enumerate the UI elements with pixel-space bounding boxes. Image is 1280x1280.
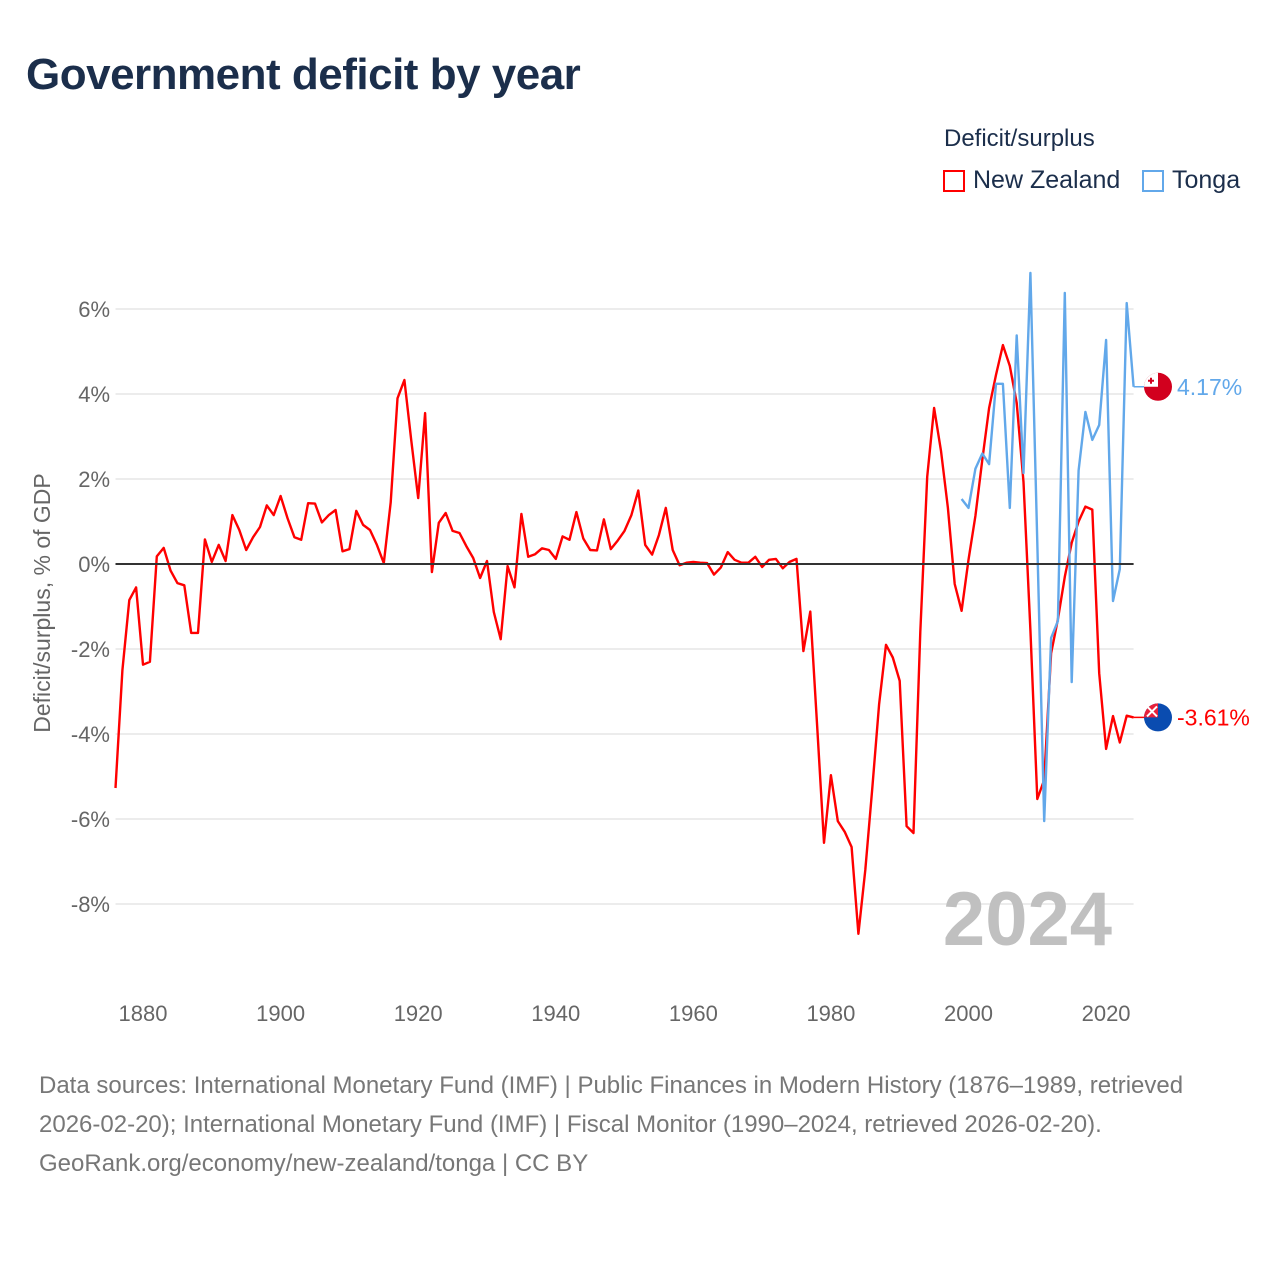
series-line-tonga (960, 271, 1135, 823)
end-value-label: -3.61% (1177, 704, 1250, 730)
series-line-new-zealand (114, 343, 1134, 935)
x-tick-label: 2020 (1082, 1001, 1131, 1026)
year-label: 2024 (943, 877, 1112, 962)
data-sources: Data sources: International Monetary Fun… (39, 1072, 1184, 1138)
new-zealand-flag-icon (1144, 703, 1172, 732)
legend-item-new-zealand[interactable]: New Zealand (943, 166, 1120, 195)
chart-title: Government deficit by year (26, 50, 581, 99)
legend-swatch (1142, 169, 1164, 192)
x-tick-label: 1920 (394, 1001, 443, 1026)
legend-title: Deficit/surplus (944, 125, 1095, 152)
line-chart: -8% -6% -4% -2% 0% 2% 4% 6% 1880 1900 1920 1940 1960… (29, 271, 1250, 1026)
legend-swatch (943, 169, 965, 192)
legend-label: New Zealand (973, 166, 1121, 194)
x-tick-label: 1960 (669, 1001, 718, 1026)
footer: Data sources: International Monetary Fun… (39, 1066, 1239, 1183)
x-tick-label: 1940 (531, 1001, 580, 1026)
y-tick-label: 6% (78, 297, 110, 322)
x-tick-label: 1980 (806, 1001, 855, 1026)
y-tick-label: -4% (71, 722, 110, 747)
credit-link[interactable]: GeoRank.org/economy/new-zealand/tonga | … (39, 1150, 589, 1177)
y-tick-label: 4% (78, 382, 110, 407)
x-tick-label: 2000 (944, 1001, 993, 1026)
y-tick-label: -2% (71, 637, 110, 662)
x-tick-label: 1880 (119, 1001, 168, 1026)
union-jack (1146, 705, 1158, 718)
y-tick-label: -6% (71, 807, 110, 832)
end-value-label: 4.17% (1177, 374, 1242, 400)
legend-item-tonga[interactable]: Tonga (1142, 166, 1240, 195)
flag-cross (1148, 377, 1154, 384)
y-tick-label: -8% (71, 892, 110, 917)
x-tick-label: 1900 (256, 1001, 305, 1026)
y-tick-label: 2% (78, 467, 110, 492)
y-axis-label: Deficit/surplus, % of GDP (29, 473, 55, 732)
tonga-flag-icon (1144, 372, 1172, 401)
y-tick-label: 0% (78, 552, 110, 577)
legend-label: Tonga (1172, 166, 1241, 194)
